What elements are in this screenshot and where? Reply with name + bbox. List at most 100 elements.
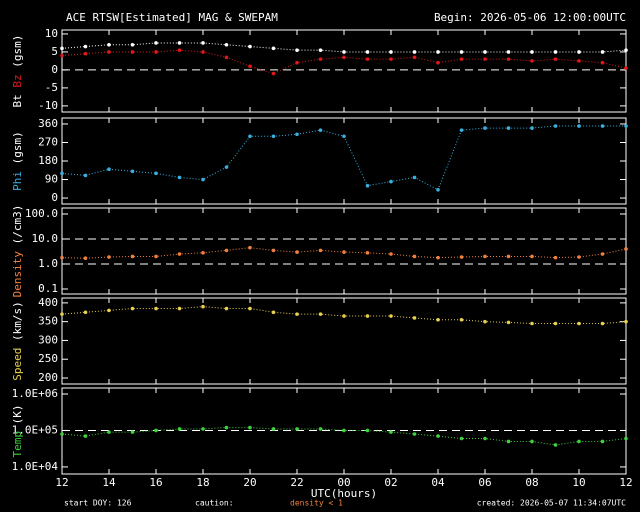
- y-tick-label: 1.0: [38, 257, 58, 270]
- data-point: [177, 48, 182, 52]
- data-point: [177, 427, 182, 431]
- data-point: [506, 50, 511, 54]
- data-point: [483, 126, 487, 130]
- data-point: [365, 50, 370, 54]
- x-axis-label: UTC(hours): [311, 487, 377, 500]
- caution: caution:: [195, 499, 234, 508]
- data-point: [412, 254, 417, 259]
- data-point: [107, 430, 111, 434]
- data-point: [248, 64, 252, 69]
- data-point: [506, 320, 511, 325]
- y-tick-label: 1.0E+06: [12, 387, 58, 400]
- data-point: [577, 439, 581, 444]
- x-tick-label: 12: [55, 476, 68, 489]
- data-point: [365, 57, 370, 61]
- y-label-part: (/cm3): [11, 205, 24, 245]
- data-point: [318, 427, 323, 431]
- x-tick-label: 14: [102, 476, 116, 489]
- data-point: [60, 171, 64, 176]
- data-point: [624, 436, 628, 441]
- y-axis-label: Bt Bz (gsm): [11, 35, 24, 108]
- data-point: [459, 317, 464, 322]
- x-tick-label: 10: [572, 476, 585, 489]
- data-point: [201, 304, 205, 309]
- x-tick-label: 20: [243, 476, 256, 489]
- data-point: [342, 55, 346, 60]
- data-point: [318, 248, 323, 253]
- y-tick-label: 350: [38, 315, 58, 328]
- data-point: [342, 314, 346, 318]
- data-point: [483, 254, 487, 259]
- data-point: [553, 124, 558, 128]
- y-tick-label: 10: [45, 27, 58, 40]
- y-tick-label: 10.0: [32, 232, 59, 245]
- data-point: [83, 51, 88, 56]
- data-point: [530, 59, 534, 63]
- data-point: [201, 177, 205, 182]
- data-point: [83, 173, 88, 178]
- data-point: [412, 55, 417, 60]
- data-point: [389, 314, 393, 318]
- y-tick-label: 100.0: [25, 207, 58, 220]
- y-label-part: Temp: [11, 431, 24, 458]
- data-point: [107, 167, 111, 172]
- y-tick-label: 5: [51, 45, 58, 58]
- data-point: [83, 44, 88, 49]
- data-point: [201, 50, 205, 54]
- x-tick-label: 08: [525, 476, 538, 489]
- data-point: [389, 252, 393, 256]
- data-point: [624, 48, 628, 52]
- y-tick-label: 300: [38, 333, 58, 346]
- data-point: [483, 50, 487, 54]
- y-label-part: Bz: [11, 74, 24, 87]
- y-tick-label: 1.0E+04: [12, 460, 59, 473]
- created-time: created: 2026-05-07 11:34:07UTC: [477, 499, 626, 508]
- data-point: [389, 430, 393, 434]
- data-point: [436, 255, 440, 260]
- data-point: [295, 132, 299, 137]
- data-point: [224, 165, 229, 169]
- data-point: [224, 306, 229, 311]
- y-tick-label: -10: [38, 99, 58, 112]
- data-point: [318, 312, 323, 316]
- data-point: [530, 50, 534, 54]
- data-point: [577, 255, 581, 259]
- y-tick-label: 250: [38, 352, 58, 365]
- data-point: [177, 252, 182, 256]
- data-point: [436, 188, 440, 192]
- caution-note: density < 1: [290, 499, 343, 508]
- data-point: [530, 321, 534, 326]
- data-point: [600, 439, 605, 444]
- x-tick-label: 16: [149, 476, 162, 489]
- data-point: [577, 124, 581, 128]
- x-tick-label: 12: [619, 476, 632, 489]
- data-point: [201, 41, 205, 45]
- data-point: [248, 44, 252, 49]
- data-point: [177, 41, 182, 45]
- data-point: [600, 321, 605, 326]
- data-point: [83, 256, 88, 261]
- data-point: [483, 436, 487, 441]
- data-point: [107, 255, 111, 259]
- data-point: [130, 169, 135, 174]
- data-point: [553, 50, 558, 54]
- data-point: [295, 312, 299, 316]
- data-point: [248, 425, 252, 430]
- data-point: [60, 312, 64, 316]
- data-point: [295, 48, 299, 52]
- data-point: [154, 50, 158, 54]
- data-point: [60, 46, 64, 51]
- data-point: [318, 128, 323, 132]
- data-point: [459, 436, 464, 441]
- data-point: [436, 50, 440, 54]
- data-point: [154, 41, 158, 45]
- data-point: [60, 53, 64, 58]
- y-tick-label: 270: [38, 135, 58, 148]
- y-label-part: (gsm): [11, 35, 24, 68]
- data-point: [342, 134, 346, 139]
- y-tick-label: 0.1: [38, 282, 58, 295]
- data-point: [224, 55, 229, 60]
- y-tick-label: 90: [45, 173, 58, 186]
- data-point: [459, 255, 464, 259]
- data-point: [436, 60, 440, 65]
